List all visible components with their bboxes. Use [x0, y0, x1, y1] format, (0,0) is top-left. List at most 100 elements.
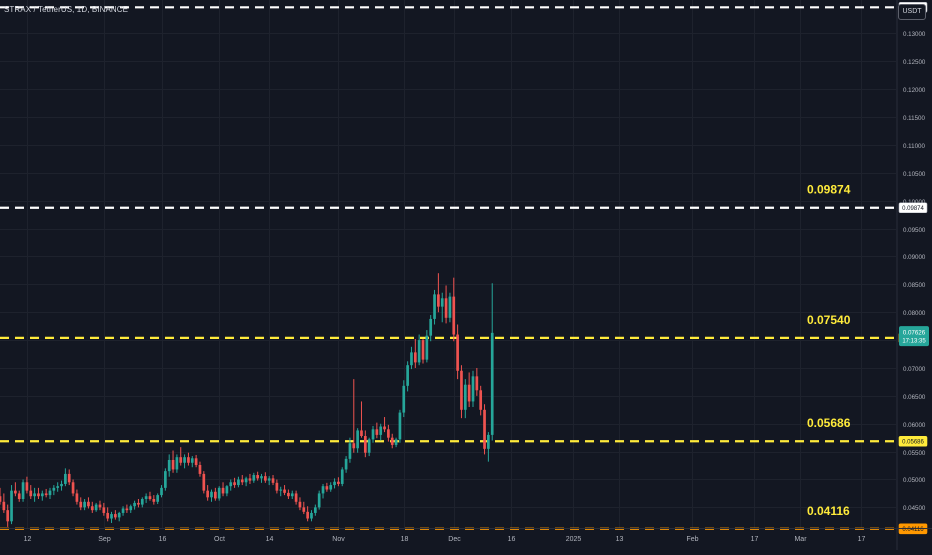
- candle-body[interactable]: [348, 443, 352, 459]
- candle-body[interactable]: [98, 504, 102, 508]
- candle-body[interactable]: [425, 335, 429, 360]
- candle-body[interactable]: [302, 507, 306, 512]
- candle-body[interactable]: [310, 512, 313, 519]
- candle-body[interactable]: [2, 501, 6, 511]
- candle-body[interactable]: [44, 493, 48, 496]
- candle-body[interactable]: [52, 487, 56, 491]
- candle-body[interactable]: [125, 508, 129, 511]
- candle-body[interactable]: [17, 493, 21, 500]
- candle-body[interactable]: [94, 504, 98, 511]
- candlesticks[interactable]: [0, 273, 494, 527]
- candle-body[interactable]: [221, 487, 225, 494]
- candle-body[interactable]: [410, 352, 413, 366]
- candle-body[interactable]: [183, 457, 186, 463]
- candle-body[interactable]: [133, 502, 136, 507]
- candle-body[interactable]: [67, 473, 71, 483]
- candle-body[interactable]: [64, 473, 67, 484]
- candle-body[interactable]: [206, 490, 210, 498]
- candle-body[interactable]: [33, 493, 36, 497]
- candle-body[interactable]: [121, 508, 125, 513]
- candle-body[interactable]: [448, 296, 452, 318]
- symbol-title[interactable]: STRAX / TetherUS, 1D, BINANCE: [4, 5, 129, 14]
- candle-body[interactable]: [444, 298, 448, 318]
- candle-body[interactable]: [156, 495, 160, 502]
- candle-body[interactable]: [344, 458, 348, 470]
- candle-body[interactable]: [137, 502, 140, 505]
- candle-body[interactable]: [267, 478, 271, 481]
- candle-body[interactable]: [471, 376, 475, 402]
- candle-body[interactable]: [171, 459, 175, 470]
- candle-body[interactable]: [29, 490, 33, 497]
- candle-body[interactable]: [325, 486, 329, 490]
- candle-body[interactable]: [275, 482, 279, 491]
- candle-body[interactable]: [440, 298, 444, 307]
- candle-body[interactable]: [263, 476, 267, 481]
- candle-body[interactable]: [244, 478, 248, 483]
- candle-body[interactable]: [317, 493, 321, 508]
- candle-body[interactable]: [429, 318, 433, 336]
- price-axis[interactable]: 0.04500 0.05000 0.05500 0.06000 0.06500 0.070…: [896, 0, 929, 550]
- candle-body[interactable]: [383, 426, 386, 430]
- candle-body[interactable]: [294, 493, 298, 502]
- candle-body[interactable]: [394, 439, 398, 445]
- candle-body[interactable]: [152, 499, 156, 502]
- candle-body[interactable]: [256, 475, 259, 479]
- candle-body[interactable]: [398, 412, 402, 440]
- candle-body[interactable]: [40, 493, 44, 497]
- candle-body[interactable]: [433, 294, 436, 319]
- candle-body[interactable]: [483, 409, 486, 449]
- candle-body[interactable]: [456, 334, 459, 371]
- candle-body[interactable]: [202, 473, 206, 491]
- candle-body[interactable]: [390, 437, 394, 445]
- candle-body[interactable]: [321, 486, 325, 494]
- candle-body[interactable]: [110, 514, 113, 519]
- candle-body[interactable]: [283, 489, 286, 493]
- candle-body[interactable]: [371, 429, 375, 440]
- candle-body[interactable]: [340, 469, 344, 484]
- candle-body[interactable]: [452, 296, 456, 335]
- candle-body[interactable]: [406, 365, 409, 386]
- candle-body[interactable]: [60, 483, 63, 487]
- candle-body[interactable]: [402, 385, 406, 413]
- candle-body[interactable]: [467, 384, 471, 402]
- candle-body[interactable]: [287, 492, 290, 497]
- candle-body[interactable]: [75, 493, 79, 502]
- candle-body[interactable]: [129, 506, 133, 511]
- candle-body[interactable]: [240, 479, 244, 483]
- candle-body[interactable]: [160, 487, 163, 496]
- candle-body[interactable]: [490, 332, 494, 435]
- candle-body[interactable]: [225, 486, 229, 494]
- candle-body[interactable]: [79, 501, 83, 508]
- candle-body[interactable]: [179, 457, 183, 463]
- candle-body[interactable]: [337, 481, 340, 484]
- candle-body[interactable]: [140, 499, 144, 505]
- candle-body[interactable]: [90, 506, 94, 511]
- candle-body[interactable]: [413, 352, 417, 363]
- candle-body[interactable]: [187, 457, 190, 463]
- candle-body[interactable]: [421, 340, 425, 360]
- candle-body[interactable]: [117, 512, 121, 518]
- candle-body[interactable]: [175, 457, 179, 470]
- time-axis[interactable]: 12 Sep 16 Oct 14 Nov 18 Dec 16 2025 13 Feb 17 Mar 17: [0, 528, 932, 544]
- candle-body[interactable]: [71, 482, 75, 494]
- candle-body[interactable]: [114, 514, 117, 518]
- candle-body[interactable]: [363, 436, 367, 453]
- candle-body[interactable]: [379, 426, 383, 435]
- candle-body[interactable]: [144, 496, 148, 500]
- candle-body[interactable]: [487, 434, 490, 449]
- candle-body[interactable]: [306, 511, 309, 519]
- candle-body[interactable]: [167, 459, 171, 472]
- candle-body[interactable]: [214, 491, 217, 499]
- candle-body[interactable]: [6, 510, 10, 522]
- candle-body[interactable]: [210, 491, 213, 498]
- candle-body[interactable]: [463, 384, 467, 410]
- candle-body[interactable]: [252, 475, 256, 481]
- candle-body[interactable]: [271, 478, 275, 483]
- candle-body[interactable]: [194, 458, 198, 465]
- candle-body[interactable]: [14, 490, 17, 494]
- candle-body[interactable]: [437, 294, 440, 307]
- candle-body[interactable]: [102, 507, 106, 513]
